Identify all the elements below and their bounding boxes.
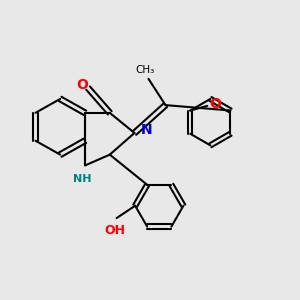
Text: OH: OH (104, 224, 125, 237)
Text: N: N (141, 124, 153, 137)
Text: NH: NH (73, 174, 91, 184)
Text: CH₃: CH₃ (136, 64, 155, 74)
Text: O: O (76, 78, 88, 92)
Text: O: O (209, 97, 221, 111)
